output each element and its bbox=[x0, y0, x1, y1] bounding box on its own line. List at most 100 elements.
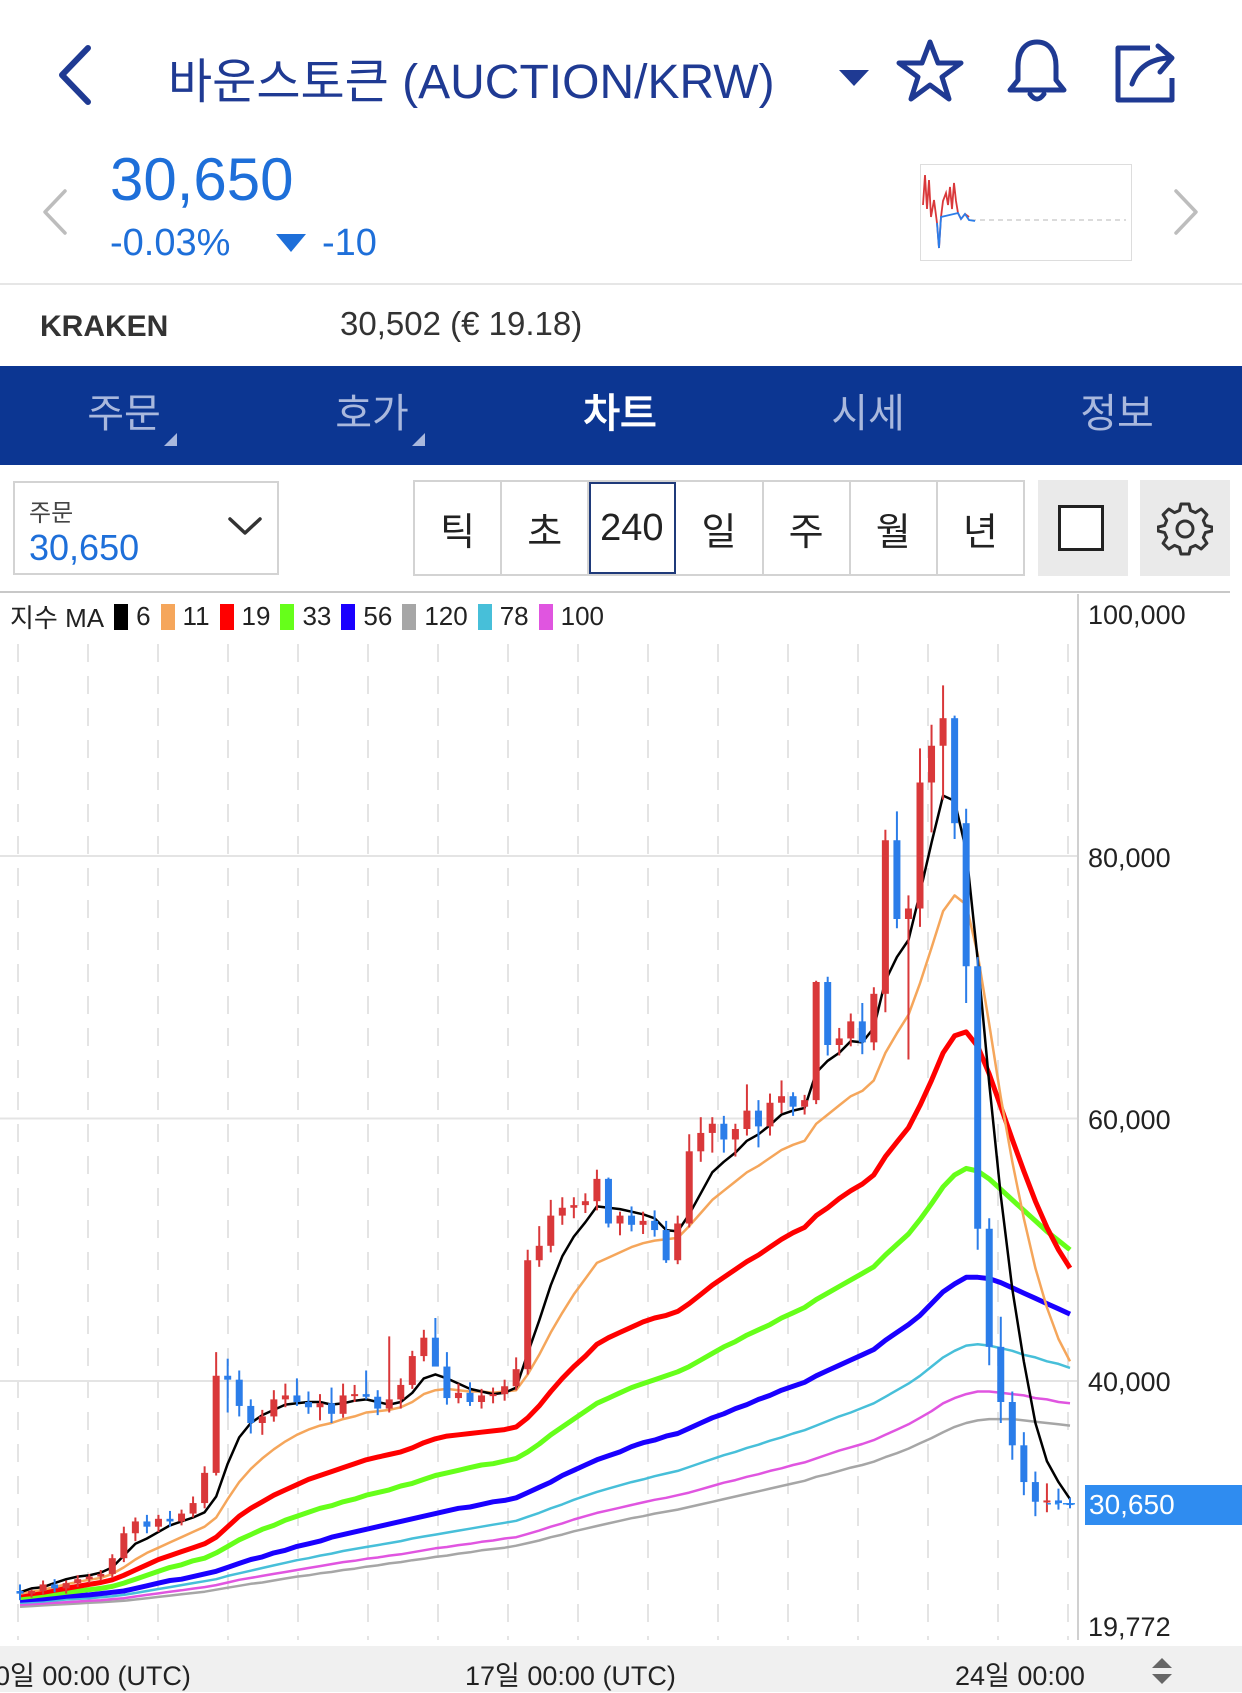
candle bbox=[385, 1336, 393, 1413]
candle-body bbox=[1008, 1402, 1016, 1446]
x-tick-label: 17일 00:00 (UTC) bbox=[465, 1661, 676, 1691]
share-icon[interactable] bbox=[1110, 36, 1190, 106]
candle bbox=[247, 1399, 255, 1434]
candle-body bbox=[754, 1110, 762, 1127]
candle-body bbox=[535, 1245, 543, 1261]
legend-swatch bbox=[160, 603, 175, 630]
candle-body bbox=[74, 1579, 82, 1584]
candle-body bbox=[62, 1583, 70, 1589]
candle-body bbox=[674, 1223, 682, 1261]
candle bbox=[628, 1206, 636, 1232]
candle bbox=[431, 1318, 439, 1367]
interval-tick-button[interactable]: 틱 bbox=[415, 482, 503, 574]
caret-down-icon[interactable] bbox=[836, 62, 872, 98]
chart-legend: 지수 MA 6 11 19 33 56 120 78 100 bbox=[10, 598, 604, 635]
candle-body bbox=[985, 1228, 993, 1347]
x-tick-label: 10일 00:00 (UTC) bbox=[0, 1661, 191, 1691]
candle-body bbox=[581, 1201, 589, 1206]
candle bbox=[16, 1584, 24, 1601]
ma-line-19 bbox=[19, 1029, 1073, 1598]
candle-body bbox=[547, 1215, 555, 1246]
candle-body bbox=[1031, 1482, 1039, 1502]
candle bbox=[501, 1379, 509, 1401]
tab-chart[interactable]: 차트 bbox=[496, 366, 744, 465]
tab-info[interactable]: 정보 bbox=[992, 366, 1242, 465]
interval-day-button[interactable]: 일 bbox=[676, 482, 764, 574]
candle bbox=[1031, 1471, 1039, 1517]
candle bbox=[708, 1117, 716, 1153]
candle bbox=[420, 1329, 428, 1362]
interval-second-button[interactable]: 초 bbox=[502, 482, 590, 574]
candle bbox=[258, 1409, 266, 1435]
candle-body bbox=[201, 1472, 209, 1504]
star-icon[interactable] bbox=[895, 36, 965, 106]
candle-body bbox=[28, 1591, 36, 1594]
candle bbox=[189, 1496, 197, 1518]
candle-body bbox=[16, 1591, 24, 1594]
legend-swatch bbox=[538, 603, 553, 630]
candle bbox=[535, 1226, 543, 1267]
chart-layout-button[interactable] bbox=[1038, 480, 1128, 576]
legend-label: 78 bbox=[499, 601, 529, 631]
current-price-tag: 30,650 bbox=[1085, 1485, 1242, 1525]
candle-body bbox=[189, 1503, 197, 1514]
down-triangle-icon bbox=[276, 234, 306, 252]
settings-button[interactable] bbox=[1140, 480, 1230, 576]
candle bbox=[962, 808, 970, 1003]
candle-body bbox=[85, 1576, 93, 1580]
tab-order[interactable]: 주문 bbox=[0, 366, 248, 465]
interval-selector: 틱 초 240 일 주 월 년 bbox=[413, 480, 1025, 576]
page-title[interactable]: 바운스토큰 (AUCTION/KRW) bbox=[168, 56, 775, 109]
candle bbox=[362, 1370, 370, 1400]
interval-week-button[interactable]: 주 bbox=[764, 482, 851, 574]
tab-orderbook[interactable]: 호가 bbox=[248, 366, 496, 465]
interval-240-button[interactable]: 240 bbox=[589, 482, 677, 574]
legend-swatch bbox=[219, 603, 234, 630]
price-chart[interactable] bbox=[0, 594, 1242, 1646]
y-tick-label: 80,000 bbox=[1088, 843, 1171, 873]
candle bbox=[593, 1169, 601, 1211]
x-axis-bar bbox=[0, 1646, 1242, 1692]
candle-body bbox=[178, 1513, 186, 1522]
mini-price-chart[interactable] bbox=[920, 164, 1132, 261]
tab-label: 주문 bbox=[87, 392, 161, 436]
order-select[interactable]: 주문 30,650 bbox=[13, 481, 279, 575]
prev-arrow-icon[interactable] bbox=[35, 185, 75, 240]
candle bbox=[74, 1575, 82, 1588]
candle bbox=[154, 1514, 162, 1532]
tab-market[interactable]: 시세 bbox=[744, 366, 992, 465]
chart-grid bbox=[0, 594, 1079, 1640]
exchange-price: 30,502 (€ 19.18) bbox=[340, 305, 583, 342]
change-amount: -10 bbox=[322, 222, 377, 264]
candle-body bbox=[247, 1405, 255, 1423]
legend-label: 6 bbox=[136, 601, 151, 631]
y-tick-label: 60,000 bbox=[1088, 1105, 1171, 1135]
candle bbox=[581, 1193, 589, 1213]
tab-corner-icon bbox=[164, 433, 177, 446]
candle-body bbox=[801, 1100, 809, 1107]
interval-month-button[interactable]: 월 bbox=[851, 482, 938, 574]
legend-prefix: 지수 MA bbox=[10, 603, 105, 633]
candle bbox=[524, 1249, 532, 1375]
candle-body bbox=[789, 1096, 797, 1107]
candle bbox=[547, 1199, 555, 1253]
exchange-name: KRAKEN bbox=[40, 310, 169, 343]
back-arrow-icon[interactable] bbox=[40, 30, 110, 120]
candle bbox=[1043, 1483, 1051, 1513]
candle bbox=[443, 1352, 451, 1405]
candle-body bbox=[235, 1379, 243, 1406]
candle bbox=[835, 1027, 843, 1056]
candle-body bbox=[316, 1403, 324, 1408]
candle bbox=[235, 1370, 243, 1417]
scroll-updown-icon[interactable] bbox=[1148, 1656, 1176, 1686]
candle-body bbox=[270, 1399, 278, 1417]
interval-year-button[interactable]: 년 bbox=[962, 511, 998, 554]
candle bbox=[293, 1378, 301, 1406]
next-arrow-icon[interactable] bbox=[1166, 185, 1206, 240]
candle bbox=[39, 1580, 47, 1595]
candle bbox=[166, 1510, 174, 1527]
y-tick-label: 100,000 bbox=[1088, 600, 1186, 630]
bell-icon[interactable] bbox=[1002, 36, 1072, 106]
order-select-value: 30,650 bbox=[29, 527, 140, 568]
candle bbox=[1054, 1488, 1062, 1510]
